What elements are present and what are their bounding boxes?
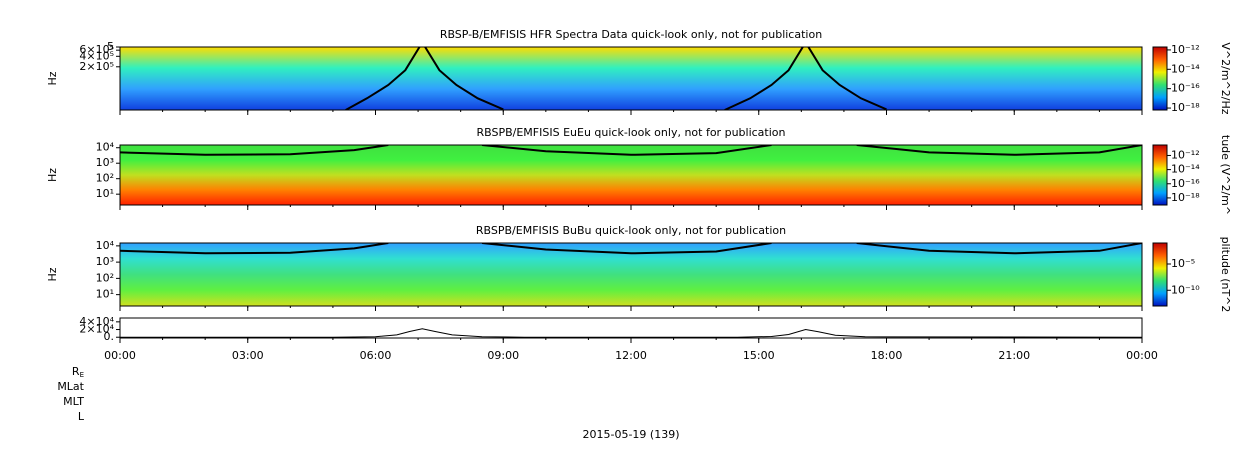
- x-tick-label: 12:00: [615, 349, 647, 362]
- y-tick-label: 10¹: [96, 187, 114, 200]
- row-label: RE: [72, 365, 84, 379]
- y-tick-label: 10¹: [96, 288, 114, 301]
- x-tick-label: 18:00: [871, 349, 903, 362]
- colorbar-tick-label: 10⁻¹²: [1171, 43, 1200, 56]
- panel-title: RBSPB/EMFISIS EuEu quick-look only, not …: [476, 126, 785, 139]
- row-label-text: L: [78, 410, 85, 423]
- y-axis-label: Hz: [46, 71, 59, 85]
- x-tick-label: 00:00: [104, 349, 136, 362]
- row-label-text: R: [72, 365, 80, 378]
- panel-title: RBSPB/EMFISIS BuBu quick-look only, not …: [476, 224, 786, 237]
- colorbar-tick-label: 10⁻¹⁶: [1171, 177, 1200, 190]
- x-tick-label: 15:00: [743, 349, 775, 362]
- y-tick-label: 2×10⁵: [79, 60, 114, 73]
- y-tick-label: 10²: [96, 172, 114, 185]
- x-tick-label: 06:00: [360, 349, 392, 362]
- x-axis-label: 2015-05-19 (139): [582, 428, 679, 441]
- x-tick-label: 03:00: [232, 349, 264, 362]
- row-label: MLT: [63, 395, 84, 408]
- y-tick-label: 4×10⁴: [79, 315, 114, 328]
- row-label: MLat: [57, 380, 84, 393]
- row-label-text: MLT: [63, 395, 84, 408]
- colorbar-tick-label: 10⁻¹²: [1171, 148, 1200, 161]
- colorbar-tick-label: 10⁻¹⁴: [1171, 62, 1200, 75]
- colorbar-label: V^2/m^2/Hz: [1219, 42, 1232, 114]
- series-line: [120, 145, 1142, 156]
- row-label-sub: E: [80, 371, 84, 379]
- spectrogram-image: [120, 47, 1142, 110]
- colorbar: [1152, 242, 1168, 307]
- y-tick-label: 10⁴: [96, 141, 115, 154]
- series-line: [120, 243, 1142, 255]
- colorbar-tick-label: 10⁻¹⁸: [1171, 101, 1200, 114]
- y-tick-label: 6×10⁵: [79, 43, 114, 56]
- colorbar-tick-label: 10⁻¹⁴: [1171, 163, 1200, 176]
- panel-title: RBSP-B/EMFISIS HFR Spectra Data quick-lo…: [440, 28, 822, 41]
- y-tick-label: 10²: [96, 271, 114, 284]
- series-line: [120, 328, 1142, 338]
- x-tick-label: 00:00: [1126, 349, 1158, 362]
- y-tick-label: 2×10⁴: [79, 323, 114, 336]
- y-tick-label: 5: [107, 40, 114, 53]
- colorbar-tick-label: 10⁻¹⁰: [1171, 283, 1200, 296]
- row-label-text: MLat: [57, 380, 84, 393]
- colorbar-tick-label: 10⁻⁵: [1171, 257, 1195, 270]
- series-line: [345, 47, 887, 110]
- colorbar-label: plitude (nT^2: [1219, 237, 1232, 313]
- row-label: L: [78, 410, 85, 423]
- colorbar: [1152, 144, 1168, 206]
- y-tick-label: 0.: [104, 330, 115, 343]
- colorbar: [1152, 46, 1168, 111]
- x-tick-label: 09:00: [487, 349, 519, 362]
- y-tick-label: 10³: [96, 156, 114, 169]
- colorbar-label: tude (V^2/m^: [1219, 135, 1232, 215]
- colorbar-tick-label: 10⁻¹⁸: [1171, 191, 1200, 204]
- colorbar-tick-label: 10⁻¹⁶: [1171, 82, 1200, 95]
- y-axis-label: Hz: [46, 267, 59, 281]
- y-tick-label: 10³: [96, 255, 114, 268]
- x-tick-label: 21:00: [998, 349, 1030, 362]
- plot-background: [120, 318, 1142, 338]
- y-tick-label: 4×10⁵: [79, 49, 114, 62]
- y-tick-label: 10⁴: [96, 239, 115, 252]
- y-axis-label: Hz: [46, 168, 59, 182]
